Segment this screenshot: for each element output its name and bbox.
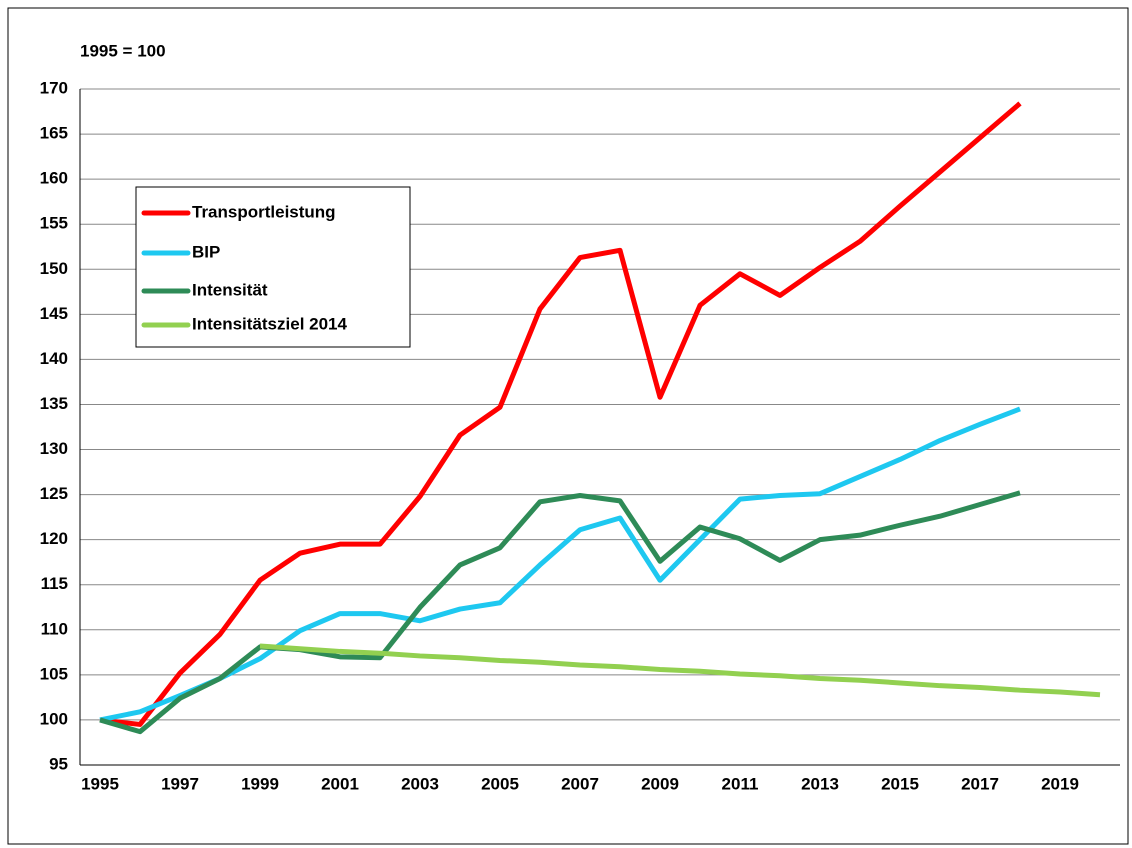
x-tick-label: 2001 xyxy=(321,774,359,793)
series-line xyxy=(259,643,1101,698)
y-tick-label: 155 xyxy=(40,214,68,233)
x-tick-label: 2011 xyxy=(722,774,759,793)
x-tick-label: 2003 xyxy=(401,774,439,793)
legend-label: Intensität xyxy=(192,280,268,299)
y-tick-label: 120 xyxy=(40,529,68,548)
y-tick-label: 95 xyxy=(49,754,68,773)
x-tick-label: 2007 xyxy=(561,774,599,793)
x-tick-label: 2019 xyxy=(1041,774,1079,793)
x-tick-label: 2005 xyxy=(481,774,519,793)
y-tick-label: 105 xyxy=(40,664,68,683)
series-line xyxy=(99,101,1022,727)
y-tick-label: 115 xyxy=(41,574,68,593)
y-tick-label: 140 xyxy=(40,349,68,368)
y-tick-label: 135 xyxy=(40,394,68,413)
y-tick-label: 165 xyxy=(40,124,68,143)
y-tick-label: 170 xyxy=(40,78,68,97)
series-line xyxy=(99,490,1021,735)
x-tick-label: 2009 xyxy=(641,774,679,793)
legend: Transportleistung BIP Intensität Intensität… xyxy=(135,186,411,348)
x-tick-label: 1995 xyxy=(81,774,119,793)
y-tick-label: 125 xyxy=(40,484,68,503)
chart-border xyxy=(7,7,1129,845)
y-tick-label: 145 xyxy=(40,304,68,323)
x-tick-label: 2015 xyxy=(881,774,919,793)
legend-label: Intensitätsziel 2014 xyxy=(192,314,348,333)
chart-title: 1995 = 100 xyxy=(80,41,166,60)
x-tick-label: 2013 xyxy=(801,774,839,793)
y-tick-label: 130 xyxy=(40,439,68,458)
y-tick-label: 110 xyxy=(41,619,68,638)
y-tick-label: 150 xyxy=(40,259,68,278)
x-tick-label: 1997 xyxy=(161,774,199,793)
x-tick-label: 2017 xyxy=(961,774,999,793)
x-tick-label: 1999 xyxy=(241,774,279,793)
series-line xyxy=(99,406,1021,723)
legend-label: BIP xyxy=(192,242,220,261)
y-tick-label: 160 xyxy=(40,169,68,188)
legend-label: Transportleistung xyxy=(192,202,336,221)
y-tick-label: 100 xyxy=(40,709,68,728)
